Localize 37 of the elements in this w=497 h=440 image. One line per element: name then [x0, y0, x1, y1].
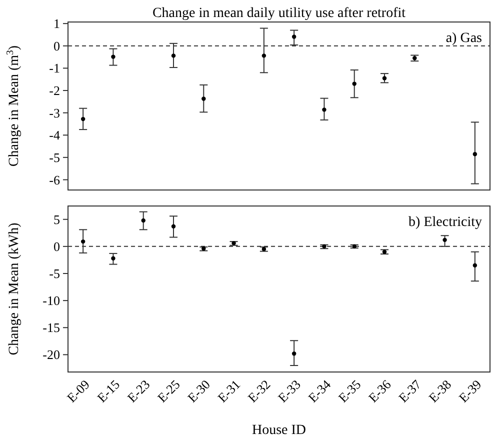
- y-tick-label: -10: [42, 293, 60, 308]
- point: [292, 351, 296, 356]
- point: [472, 263, 478, 268]
- annotation: b) Electricity: [408, 215, 482, 230]
- point: [141, 218, 146, 223]
- point: [171, 224, 176, 229]
- point: [322, 108, 326, 112]
- y-tick-label: -3: [49, 105, 60, 120]
- point: [111, 54, 116, 59]
- y-tick-label: -2: [49, 83, 60, 98]
- y-tick-label: 5: [54, 212, 60, 227]
- point: [292, 34, 296, 39]
- chart-title: Change in mean daily utility use after retrofit: [152, 6, 406, 21]
- y-axis-title: Change in Mean (kWh): [7, 222, 22, 356]
- point: [382, 76, 387, 80]
- y-tick-label: -4: [49, 128, 60, 143]
- point: [202, 96, 206, 101]
- point: [80, 116, 86, 122]
- point: [262, 54, 266, 58]
- y-tick-label: -15: [42, 320, 60, 336]
- y-tick-label: 0: [54, 38, 60, 54]
- y-tick-label: -5: [49, 266, 60, 282]
- point: [171, 54, 176, 58]
- point: [111, 256, 116, 260]
- y-tick-label: -5: [49, 150, 60, 165]
- point: [352, 82, 356, 86]
- point: [80, 239, 86, 244]
- point: [472, 152, 478, 156]
- y-tick-label: -6: [49, 172, 60, 188]
- point: [442, 238, 447, 242]
- x-tick-label: E-31: [214, 376, 244, 406]
- x-axis-title: House ID: [252, 423, 306, 438]
- y-tick-label: 1: [54, 16, 60, 32]
- y-tick-label: -20: [42, 347, 60, 362]
- y-tick-label: 0: [54, 238, 60, 254]
- y-tick-label: -1: [49, 60, 60, 76]
- annotation: a) Gas: [446, 31, 482, 46]
